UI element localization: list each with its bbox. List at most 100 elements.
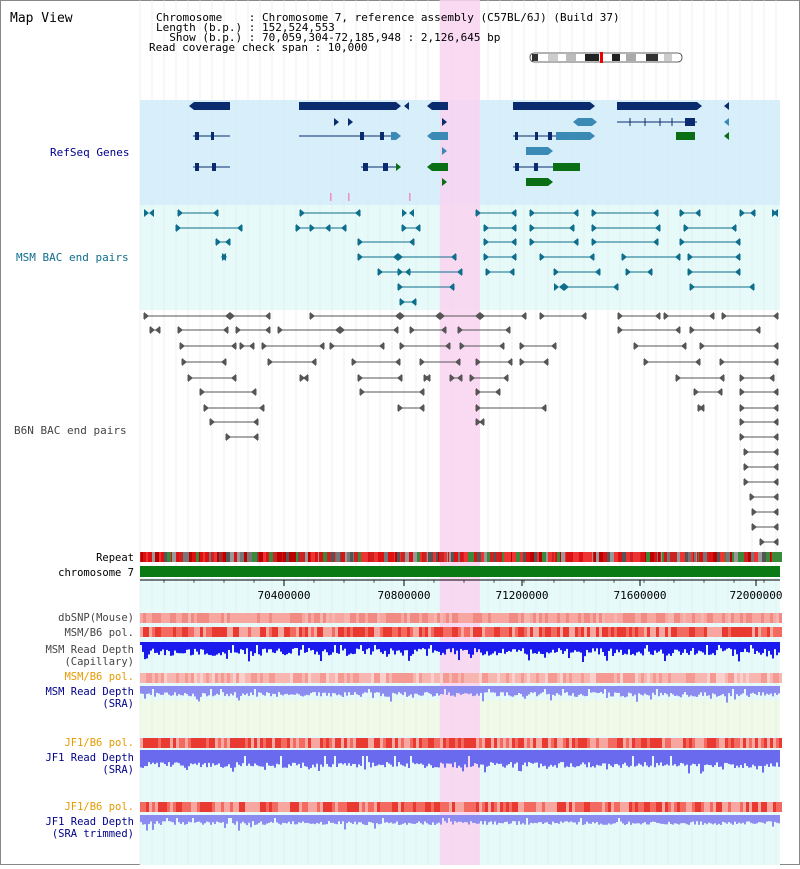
heat-cell <box>281 738 284 748</box>
heat-tracks[interactable] <box>140 613 782 812</box>
b6n-bac-track[interactable] <box>143 312 779 546</box>
gene-exon[interactable] <box>195 163 199 171</box>
depth-bar <box>446 815 448 823</box>
heat-cell <box>764 738 767 748</box>
gene-exon[interactable] <box>299 102 396 110</box>
gene-exon[interactable] <box>676 132 695 140</box>
heat-cell <box>314 738 317 748</box>
gene-exon[interactable] <box>515 132 518 140</box>
depth-bar <box>276 686 278 697</box>
depth-bar <box>700 686 702 693</box>
depth-bar <box>486 686 488 693</box>
gene-exon[interactable] <box>195 132 199 140</box>
depth-bar <box>352 750 354 764</box>
depth-bar <box>390 642 392 649</box>
chromosome-ideogram[interactable] <box>529 52 683 63</box>
gene-exon[interactable] <box>685 118 695 126</box>
heat-cell <box>323 673 326 683</box>
depth-bar <box>282 815 284 823</box>
selection-highlight[interactable] <box>440 0 480 865</box>
depth-bar <box>480 642 482 653</box>
gene-exon[interactable] <box>432 132 448 140</box>
gene-exon[interactable] <box>363 163 368 171</box>
gene-exon[interactable] <box>513 102 590 110</box>
gene-exon[interactable] <box>360 132 364 140</box>
heat-cell <box>350 627 353 637</box>
gene-exon[interactable] <box>578 132 590 140</box>
heat-cell <box>560 627 563 637</box>
msm-bac-track[interactable] <box>144 209 778 306</box>
depth-bar <box>760 750 762 766</box>
depth-bar <box>610 642 612 649</box>
depth-bar <box>436 815 438 824</box>
heat-cell <box>368 802 371 812</box>
gene-exon[interactable] <box>380 132 384 140</box>
repeat-block <box>203 552 205 562</box>
depth-bar <box>206 642 208 654</box>
bac-end-marker <box>311 358 316 366</box>
heat-cell <box>293 802 296 812</box>
gene-exon[interactable] <box>578 118 592 126</box>
gene-exon[interactable] <box>535 132 538 140</box>
depth-bar <box>334 815 336 824</box>
heat-cell <box>431 738 434 748</box>
heat-cell <box>404 802 407 812</box>
heat-cell <box>569 627 572 637</box>
heat-cell <box>704 673 707 683</box>
heat-cell <box>326 673 329 683</box>
gene-exon[interactable] <box>526 147 548 155</box>
depth-bar <box>282 642 284 655</box>
refseq-track[interactable] <box>189 102 729 201</box>
depth-bar <box>626 815 628 825</box>
gene-exon[interactable] <box>211 132 214 140</box>
heat-cell <box>767 673 770 683</box>
gene-exon[interactable] <box>432 163 448 171</box>
depth-bar <box>596 686 598 694</box>
depth-bar <box>262 686 264 695</box>
gene-exon[interactable] <box>534 163 538 171</box>
gene-exon[interactable] <box>194 102 230 110</box>
gene-exon[interactable] <box>391 132 396 140</box>
gene-exon[interactable] <box>526 178 548 186</box>
heat-cell <box>695 802 698 812</box>
heat-cell <box>227 738 230 748</box>
heat-cell <box>737 738 740 748</box>
bac-end-marker <box>530 224 535 232</box>
bac-end-marker <box>564 283 569 291</box>
gene-exon[interactable] <box>432 102 448 110</box>
heat-cell <box>746 802 749 812</box>
gene-exon[interactable] <box>548 132 552 140</box>
gene-exon[interactable] <box>515 163 519 171</box>
depth-bar <box>570 686 572 696</box>
repeat-block <box>552 552 554 562</box>
depth-tracks[interactable] <box>140 642 780 831</box>
repeat-track[interactable] <box>140 552 782 562</box>
heat-cell <box>245 613 248 623</box>
gene-exon[interactable] <box>212 163 216 171</box>
depth-bar <box>476 815 478 824</box>
heat-cell <box>674 802 677 812</box>
heat-cell <box>476 738 479 748</box>
depth-bar <box>742 815 744 823</box>
heat-cell <box>374 802 377 812</box>
heat-cell <box>767 627 770 637</box>
depth-bar <box>392 642 394 651</box>
depth-bar <box>348 750 350 764</box>
bac-end-marker <box>495 388 500 396</box>
depth-bar <box>678 815 680 825</box>
gene-exon[interactable] <box>383 163 388 171</box>
gene-exon[interactable] <box>556 132 578 140</box>
gene-exon[interactable] <box>617 102 697 110</box>
bac-end-marker <box>398 253 403 261</box>
depth-bar <box>658 815 660 824</box>
repeat-block <box>577 552 579 562</box>
gene-exon[interactable] <box>553 163 580 171</box>
depth-bar <box>490 750 492 763</box>
depth-bar <box>552 642 554 650</box>
heat-cell <box>386 673 389 683</box>
depth-bar <box>144 642 146 660</box>
depth-bar <box>578 815 580 822</box>
depth-bar <box>158 750 160 768</box>
chromosome-bar[interactable] <box>140 566 780 577</box>
